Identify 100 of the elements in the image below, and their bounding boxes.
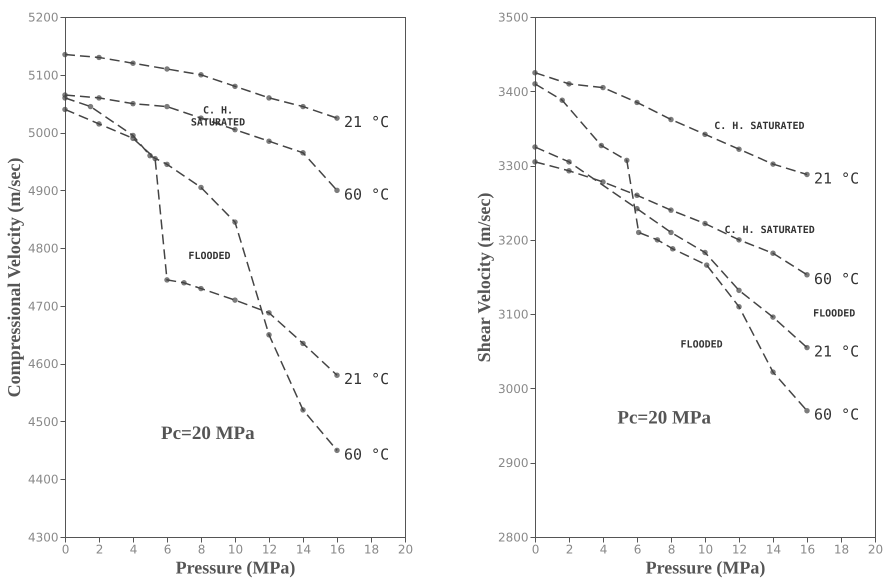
point xyxy=(266,95,272,101)
x-tick-label: 0 xyxy=(532,542,540,556)
point xyxy=(334,188,340,194)
point xyxy=(266,310,272,316)
y-tick-label: 4700 xyxy=(28,299,58,314)
point xyxy=(736,237,742,243)
point xyxy=(152,156,158,162)
x-tick-label: 8 xyxy=(668,542,676,556)
point xyxy=(164,66,170,72)
y-axis-title: Compressional Velocity (m/sec) xyxy=(4,158,24,398)
y-tick-label: 3500 xyxy=(498,10,528,24)
point xyxy=(164,104,170,110)
point xyxy=(804,344,810,350)
x-tick-label: 18 xyxy=(834,542,850,556)
y-axis-title: Shear Velocity (m/sec) xyxy=(474,192,494,362)
point xyxy=(600,179,606,185)
y-tick-label: 4500 xyxy=(28,414,58,429)
x-tick-label: 10 xyxy=(698,542,714,556)
point xyxy=(804,272,810,278)
series-label: 21 °C xyxy=(814,169,860,188)
point xyxy=(164,162,170,168)
x-tick-label: 4 xyxy=(130,542,138,556)
point xyxy=(300,104,306,110)
x-tick-label: 0 xyxy=(62,542,70,556)
y-tick-label: 4600 xyxy=(28,357,58,372)
point xyxy=(62,106,68,112)
point xyxy=(634,100,640,106)
point xyxy=(300,407,306,413)
x-tick-label: 20 xyxy=(868,542,884,556)
point xyxy=(62,52,68,58)
point xyxy=(232,219,238,225)
x-tick-label: 6 xyxy=(164,542,172,556)
y-tick-label: 5000 xyxy=(28,126,58,140)
point xyxy=(668,116,674,122)
annotation: C. H. SATURATED xyxy=(714,121,805,132)
point xyxy=(198,184,204,190)
point xyxy=(736,288,742,294)
point xyxy=(266,138,272,144)
point xyxy=(702,220,708,226)
y-tick-label: 3400 xyxy=(498,84,528,99)
x-tick-label: 6 xyxy=(634,542,642,556)
point xyxy=(232,297,238,303)
point xyxy=(300,340,306,346)
point xyxy=(559,97,565,103)
point xyxy=(624,158,630,164)
y-tick-label: 5100 xyxy=(28,68,58,82)
point xyxy=(266,332,272,338)
x-tick-label: 12 xyxy=(262,542,278,556)
point xyxy=(668,207,674,213)
point xyxy=(736,146,742,152)
series-label: 60 °C xyxy=(814,406,860,424)
point xyxy=(198,72,204,78)
x-tick-label: 14 xyxy=(296,542,312,556)
point xyxy=(96,121,102,127)
point xyxy=(232,84,238,90)
x-tick-label: 16 xyxy=(330,542,346,556)
y-tick-label: 3300 xyxy=(498,159,528,174)
point xyxy=(804,172,810,178)
y-tick-label: 4900 xyxy=(28,184,58,198)
y-tick-label: 2900 xyxy=(498,456,528,470)
point xyxy=(532,81,538,87)
point xyxy=(88,104,94,110)
point xyxy=(566,81,572,87)
annotation: Pc=20 MPa xyxy=(617,407,712,428)
point xyxy=(147,152,153,158)
point xyxy=(181,280,187,286)
point xyxy=(566,159,572,165)
y-tick-label: 3100 xyxy=(498,308,528,322)
y-tick-label: 4300 xyxy=(28,530,58,544)
point xyxy=(566,168,572,174)
x-tick-label: 12 xyxy=(732,542,748,556)
point xyxy=(704,262,710,268)
point xyxy=(600,84,606,90)
point xyxy=(804,408,810,414)
series-label: 21 °C xyxy=(344,113,390,132)
point xyxy=(130,100,136,106)
point xyxy=(634,192,640,198)
point xyxy=(62,95,68,101)
point xyxy=(654,237,660,243)
y-tick-label: 4400 xyxy=(28,472,58,487)
point xyxy=(770,314,776,320)
x-tick-label: 2 xyxy=(566,542,574,556)
point xyxy=(130,60,136,66)
x-tick-label: 8 xyxy=(198,542,206,556)
point xyxy=(598,142,604,148)
point xyxy=(636,230,642,236)
x-tick-label: 14 xyxy=(766,542,782,556)
point xyxy=(770,369,776,375)
y-tick-label: 4800 xyxy=(28,242,58,256)
y-tick-label: 3000 xyxy=(498,382,528,396)
y-tick-label: 2800 xyxy=(498,530,528,544)
point xyxy=(96,54,102,60)
y-tick-label: 5200 xyxy=(28,10,58,24)
series-label: 21 °C xyxy=(344,370,390,388)
x-axis-title: Pressure (MPa) xyxy=(176,558,296,578)
x-tick-label: 2 xyxy=(96,542,104,556)
x-tick-label: 10 xyxy=(228,542,244,556)
series-label: 60 °C xyxy=(344,185,390,204)
series-label: 21 °C xyxy=(814,342,860,361)
annotation: FLOODED xyxy=(680,340,723,351)
